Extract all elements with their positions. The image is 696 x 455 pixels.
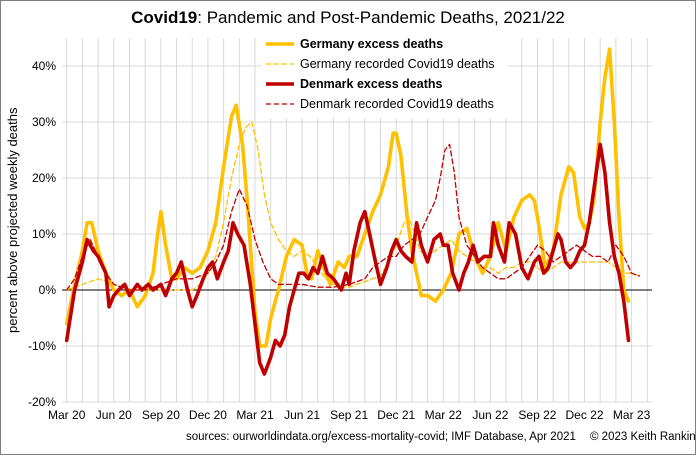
- x-tick-label: Jun 22: [472, 408, 508, 422]
- x-tick-label: Mar 21: [236, 408, 274, 422]
- legend-group: Germany excess deaths Germany recorded Co…: [262, 34, 508, 118]
- chart-title-rest: : Pandemic and Post-Pandemic Deaths, 202…: [197, 8, 565, 27]
- y-tick-label: 20%: [32, 171, 56, 185]
- footer-source: sources: ourworldindata.org/excess-morta…: [186, 431, 576, 443]
- x-tick-label: Sep 22: [518, 408, 556, 422]
- series-line-3: [66, 143, 641, 291]
- legend-label-0: Germany excess deaths: [300, 37, 443, 51]
- chart-title-bold: Covid19: [131, 8, 198, 27]
- x-tick-group: Mar 20 Jun 20 Sep 20 Dec 20 Mar 21 Jun 21 Sep …: [48, 408, 651, 422]
- series-group: [64, 47, 641, 376]
- x-tick-label: Dec 22: [566, 408, 604, 422]
- legend-label-2: Denmark excess deaths: [300, 77, 442, 91]
- y-tick-label: 30%: [32, 115, 56, 129]
- x-tick-label: Sep 20: [142, 408, 180, 422]
- series-line-2: [64, 142, 631, 376]
- y-tick-label: -20%: [28, 395, 56, 409]
- x-tick-label: Dec 20: [189, 408, 227, 422]
- chart-title: Covid19: Pandemic and Post-Pandemic Deat…: [0, 8, 696, 28]
- legend-label-1: Germany recorded Covid19 deaths: [300, 57, 495, 71]
- legend-label-3: Denmark recorded Covid19 deaths: [300, 97, 494, 111]
- x-tick-label: Sep 21: [330, 408, 368, 422]
- y-tick-label: 0%: [39, 283, 57, 297]
- x-tick-label: Mar 23: [613, 408, 651, 422]
- x-tick-label: Dec 21: [377, 408, 415, 422]
- x-tick-label: Jun 21: [284, 408, 320, 422]
- footer-copyright: © 2023 Keith Rankin: [590, 431, 696, 443]
- x-tick-label: Mar 22: [425, 408, 463, 422]
- y-tick-label: -10%: [28, 339, 56, 353]
- y-tick-label: 40%: [32, 59, 56, 73]
- x-tick-label: Mar 20: [48, 408, 86, 422]
- legend-box: [262, 34, 508, 118]
- y-tick-group: -20% -10% 0% 10% 20% 30% 40%: [28, 59, 56, 409]
- y-tick-label: 10%: [32, 227, 56, 241]
- x-tick-label: Jun 20: [96, 408, 132, 422]
